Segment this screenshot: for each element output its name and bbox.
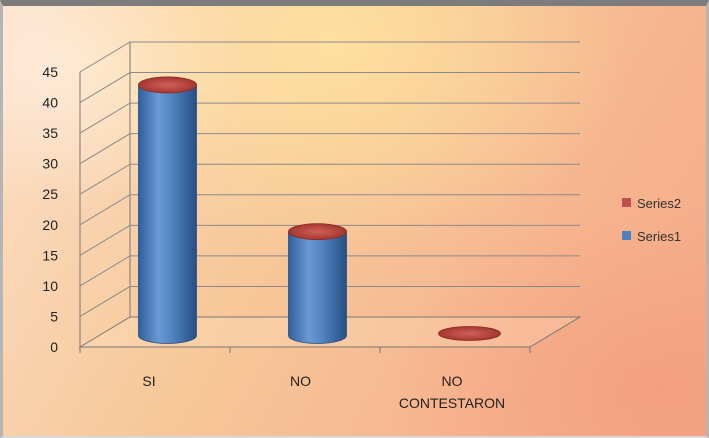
gridline [79,255,580,287]
bar-cap-series2 [438,326,501,341]
gridline [79,41,580,73]
y-tick-label: 5 [50,308,58,324]
y-axis-ticks: 0 5 10 15 20 25 30 35 40 45 [42,64,58,355]
y-tick-label: 25 [42,186,58,202]
gridline [79,194,580,226]
x-axis-labels: SI NO NO CONTESTARON [142,373,505,411]
gridline [79,285,580,317]
y-tick-label: 45 [42,64,58,80]
chart-back-wall [79,42,131,347]
gridline [79,163,580,195]
y-tick-label: 30 [42,156,58,172]
gridline [79,224,580,256]
gridlines [79,41,580,317]
legend-item: Series2 [622,196,681,211]
y-tick-label: 40 [42,95,58,111]
y-tick-label: 0 [50,339,58,355]
legend-label: Series2 [637,196,681,211]
x-category-label: NO [290,373,311,389]
x-category-label: NO CONTESTARON [399,373,505,411]
legend-label: Series1 [637,229,681,244]
bar-series1 [288,231,347,344]
y-tick-label: 10 [42,278,58,294]
gridline [79,102,580,134]
gridline [79,133,580,165]
x-category-label: SI [142,373,155,389]
bar-cap-series2 [138,76,197,94]
legend: Series2 Series1 [622,196,681,244]
legend-swatch [622,231,631,240]
bars [138,76,501,344]
bar-series1 [138,84,197,344]
legend-item: Series1 [622,229,681,244]
gridline [79,72,580,103]
y-tick-label: 20 [42,217,58,233]
y-tick-label: 15 [42,247,58,263]
legend-swatch [622,198,631,207]
y-tick-label: 35 [42,125,58,141]
bar-cap-series2 [288,223,347,241]
